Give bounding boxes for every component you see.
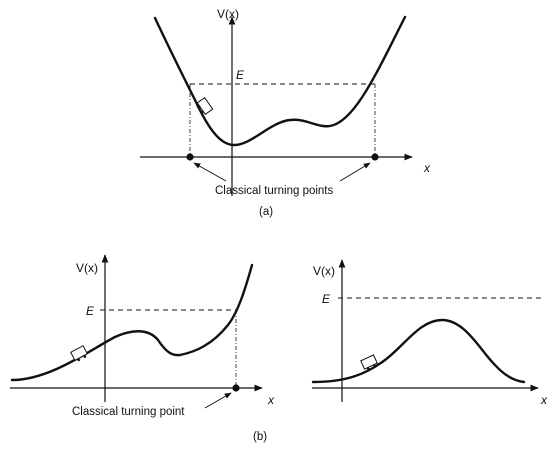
- panel-b-left-annotation: Classical turning point: [72, 406, 185, 418]
- panel-b-left-particle-block: [70, 345, 88, 362]
- panel-b-right-y-axis-label: V(x): [313, 264, 335, 278]
- panel-a: V(x) x E Classical turning points (a): [140, 7, 431, 218]
- panel-a-potential-curve: [153, 15, 407, 147]
- panel-b-right-energy-label: E: [322, 292, 331, 306]
- panel-b-right-x-axis-label: x: [540, 393, 548, 407]
- panel-a-x-axis-label: x: [423, 161, 431, 175]
- panel-b-left-energy-label: E: [86, 304, 95, 318]
- panel-b-left: V(x) x E Classical turning point: [10, 254, 275, 418]
- panel-a-right-pointer: [339, 162, 371, 182]
- panel-a-energy-label: E: [236, 68, 245, 82]
- panel-b-left-potential-curve: [10, 263, 254, 382]
- panel-a-particle-block: [196, 96, 214, 116]
- panel-b-right: V(x) x E: [311, 259, 548, 407]
- panel-a-caption: (a): [259, 206, 273, 218]
- panel-b-caption: (b): [253, 431, 267, 443]
- panel-a-y-axis-label: V(x): [217, 7, 239, 21]
- panel-b-left-turning-point: [232, 384, 240, 392]
- panel-a-annotation: Classical turning points: [215, 185, 334, 197]
- panel-a-left-pointer: [193, 162, 227, 182]
- panel-b-right-potential-curve: [311, 318, 526, 384]
- panel-b-left-x-axis-label: x: [267, 393, 275, 407]
- panel-b-right-particle-block: [360, 354, 378, 371]
- panel-b-left-y-axis-label: V(x): [76, 261, 98, 275]
- panel-b-left-pointer: [204, 392, 232, 409]
- panel-a-right-turning-point: [371, 153, 379, 161]
- panel-a-left-turning-point: [186, 153, 194, 161]
